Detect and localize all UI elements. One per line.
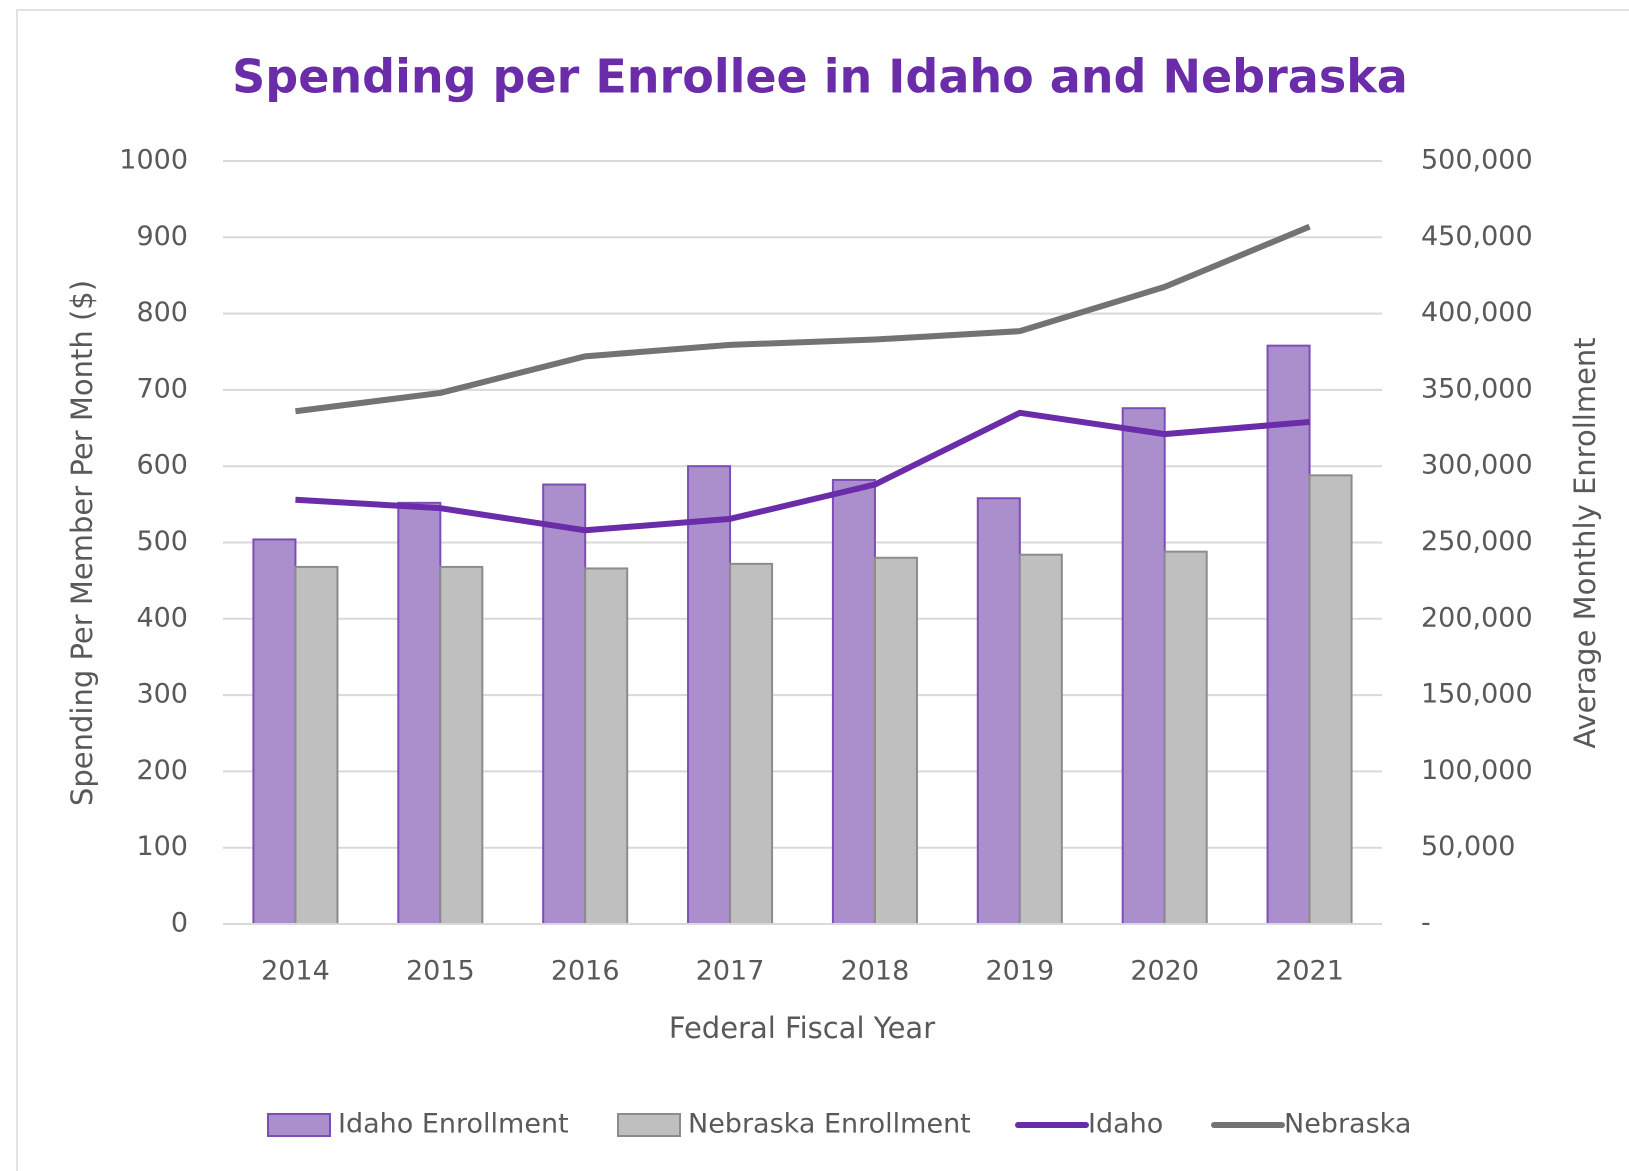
- y-tick-label: 500: [136, 526, 188, 557]
- x-tick-label: 2019: [985, 956, 1054, 987]
- y-tick-label: 0: [171, 908, 188, 939]
- legend-swatch: [617, 1113, 681, 1137]
- frame: [16, 9, 1629, 1171]
- y2-tick-label: 250,000: [1421, 526, 1533, 557]
- y-axis-title: Spending Per Member Per Month ($): [65, 280, 99, 806]
- line: [295, 409, 1310, 534]
- bar: [831, 478, 876, 925]
- y-tick-label: 900: [136, 221, 188, 252]
- legend-swatch: [267, 1113, 331, 1137]
- x-tick-label: 2020: [1130, 956, 1199, 987]
- y2-tick-label: 500,000: [1421, 145, 1533, 176]
- x-tick-label: 2018: [841, 956, 910, 987]
- y-tick-label: 700: [136, 373, 188, 404]
- x-tick-label: 2021: [1275, 956, 1344, 987]
- y2-tick-label: 350,000: [1421, 373, 1533, 404]
- bar: [1266, 344, 1311, 925]
- legend-label: Nebraska Enrollment: [688, 1109, 971, 1140]
- bar: [397, 501, 442, 925]
- legend-label: Nebraska: [1284, 1109, 1411, 1140]
- bar: [1018, 553, 1063, 925]
- line: [295, 223, 1311, 415]
- x-tick-label: 2014: [261, 956, 330, 987]
- y-tick-label: 300: [136, 679, 188, 710]
- y-tick-label: 200: [136, 755, 188, 786]
- x-tick-label: 2015: [406, 956, 475, 987]
- y2-tick-label: 150,000: [1421, 679, 1533, 710]
- y2-tick-label: 450,000: [1421, 221, 1533, 252]
- y2-tick-label: -: [1421, 908, 1431, 939]
- x-axis-title: Federal Fiscal Year: [669, 1011, 935, 1045]
- y-tick-label: 1000: [119, 145, 188, 176]
- bar: [1121, 407, 1166, 926]
- y-tick-label: 400: [136, 602, 188, 633]
- bar: [729, 562, 774, 925]
- bar: [294, 565, 339, 926]
- chart-title: Spending per Enrollee in Idaho and Nebra…: [232, 50, 1408, 104]
- x-tick-label: 2016: [551, 956, 620, 987]
- y2-tick-label: 50,000: [1421, 831, 1515, 862]
- y2-tick-label: 200,000: [1421, 602, 1533, 633]
- bar: [252, 538, 297, 925]
- legend-label: Idaho Enrollment: [338, 1109, 569, 1140]
- bar: [1163, 550, 1208, 925]
- bar: [687, 465, 732, 925]
- y-tick-label: 100: [136, 831, 188, 862]
- y2-tick-label: 300,000: [1421, 450, 1533, 481]
- bar: [873, 556, 918, 925]
- bar: [542, 483, 587, 925]
- y-tick-label: 600: [136, 450, 188, 481]
- x-tick-label: 2017: [696, 956, 765, 987]
- bar: [584, 567, 629, 926]
- y2-axis-title: Average Monthly Enrollment: [1568, 337, 1602, 748]
- y2-tick-label: 100,000: [1421, 755, 1533, 786]
- bar: [1308, 474, 1353, 925]
- bar: [439, 565, 484, 926]
- y2-tick-label: 400,000: [1421, 297, 1533, 328]
- bar: [976, 497, 1021, 925]
- legend-label: Idaho: [1088, 1109, 1163, 1140]
- y-tick-label: 800: [136, 297, 188, 328]
